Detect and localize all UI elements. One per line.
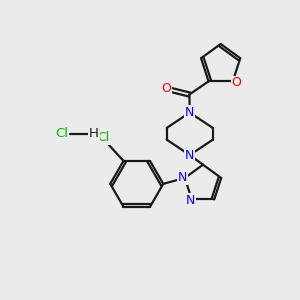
Text: O: O [161,82,171,95]
Text: N: N [186,194,195,207]
Text: N: N [178,171,187,184]
Text: Cl: Cl [55,127,68,140]
Text: Cl: Cl [98,131,110,144]
Text: N: N [185,148,194,161]
Text: H: H [89,127,99,140]
Text: O: O [231,76,241,89]
Text: N: N [185,106,194,119]
